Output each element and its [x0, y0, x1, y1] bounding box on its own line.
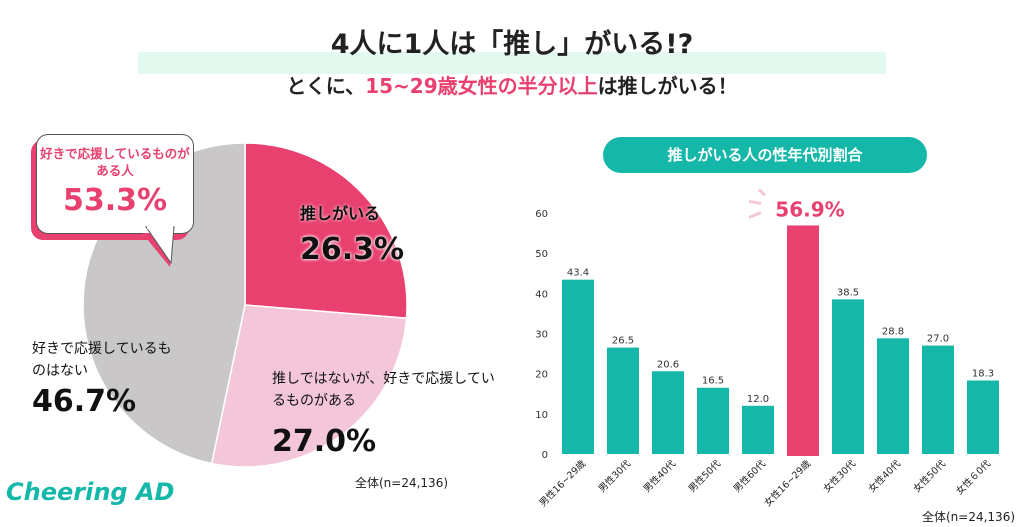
callout-label: 好きで応援しているものがある人 — [40, 146, 190, 178]
x-tick-label: 男性50代 — [686, 457, 724, 495]
y-tick-label: 40 — [535, 289, 548, 300]
bar-value-label: 12.0 — [747, 394, 769, 405]
bar — [562, 279, 594, 454]
page-title: 4人に1人は「推し」がいる!? — [330, 29, 694, 60]
y-tick-label: 0 — [542, 450, 548, 461]
bar — [832, 299, 864, 454]
sparkle-icon — [748, 211, 762, 219]
pie-slice — [244, 142, 408, 320]
bar — [787, 225, 819, 456]
bar-value-label: 28.8 — [882, 326, 904, 337]
bar — [922, 345, 954, 454]
slice-label-support: 推しではないが、好きで応援しているものがある — [272, 371, 495, 409]
x-tick-label: 女性50代 — [911, 457, 949, 495]
x-tick-label: 男性40代 — [641, 457, 679, 495]
x-tick-label: 男性16~29歳 — [537, 457, 589, 509]
bar-value-label: 16.5 — [702, 376, 724, 387]
bar — [877, 338, 909, 454]
x-tick-label: 女性40代 — [866, 457, 904, 495]
bar — [652, 371, 684, 454]
bar-value-label: 56.9% — [775, 197, 844, 221]
slice-label-oshi: 推しがいる — [300, 204, 381, 223]
bar-value-label: 26.5 — [612, 336, 634, 347]
page-subtitle: とくに、15~29歳女性の半分以上は推しがいる！ — [0, 70, 1024, 99]
bar-chart-title: 推しがいる人の性年代別割合 — [603, 137, 927, 173]
callout-value: 53.3% — [62, 183, 168, 218]
bar-value-label: 20.6 — [657, 359, 679, 370]
y-tick-label: 60 — [535, 209, 548, 220]
callout-bubble: 好きで応援しているものがある人 53.3% — [36, 134, 194, 234]
sparkle-icon — [748, 199, 762, 205]
y-tick-label: 30 — [535, 330, 548, 341]
bar-value-label: 43.4 — [567, 268, 589, 279]
bar-note: 全体(n=24,136) — [922, 510, 1016, 524]
bar — [742, 405, 774, 454]
bar-value-label: 27.0 — [927, 334, 949, 345]
y-tick-label: 10 — [535, 410, 548, 421]
slice-value-none: 46.7% — [32, 384, 137, 419]
x-tick-label: 男性60代 — [731, 457, 769, 495]
bar — [607, 347, 639, 454]
x-tick-label: 男性30代 — [596, 457, 634, 495]
title-highlight — [138, 52, 886, 74]
subtitle-suffix: は推しがいる！ — [597, 74, 738, 98]
bar-value-label: 18.3 — [972, 368, 994, 379]
slice-label-none: 好きで応援しているものはない — [32, 341, 172, 379]
bar — [697, 387, 729, 454]
x-tick-label: 女性６0代 — [953, 457, 993, 497]
y-tick-label: 50 — [535, 249, 548, 260]
pie-slice — [210, 304, 408, 468]
x-tick-label: 女性16~29歳 — [762, 457, 814, 509]
brand-logo: Cheering AD — [6, 478, 175, 506]
bar — [967, 380, 999, 454]
sparkle-icon — [757, 188, 767, 197]
slice-value-support: 27.0% — [272, 424, 377, 459]
pie-note: 全体(n=24,136) — [355, 476, 449, 490]
subtitle-prefix: とくに、 — [286, 74, 366, 98]
bar-value-label: 38.5 — [837, 287, 859, 298]
subtitle-highlight: 15~29歳女性の半分以上 — [365, 74, 598, 98]
callout-tail — [142, 225, 175, 267]
slice-value-oshi: 26.3% — [300, 232, 405, 267]
x-tick-label: 女性30代 — [821, 457, 859, 495]
y-tick-label: 20 — [535, 370, 548, 381]
